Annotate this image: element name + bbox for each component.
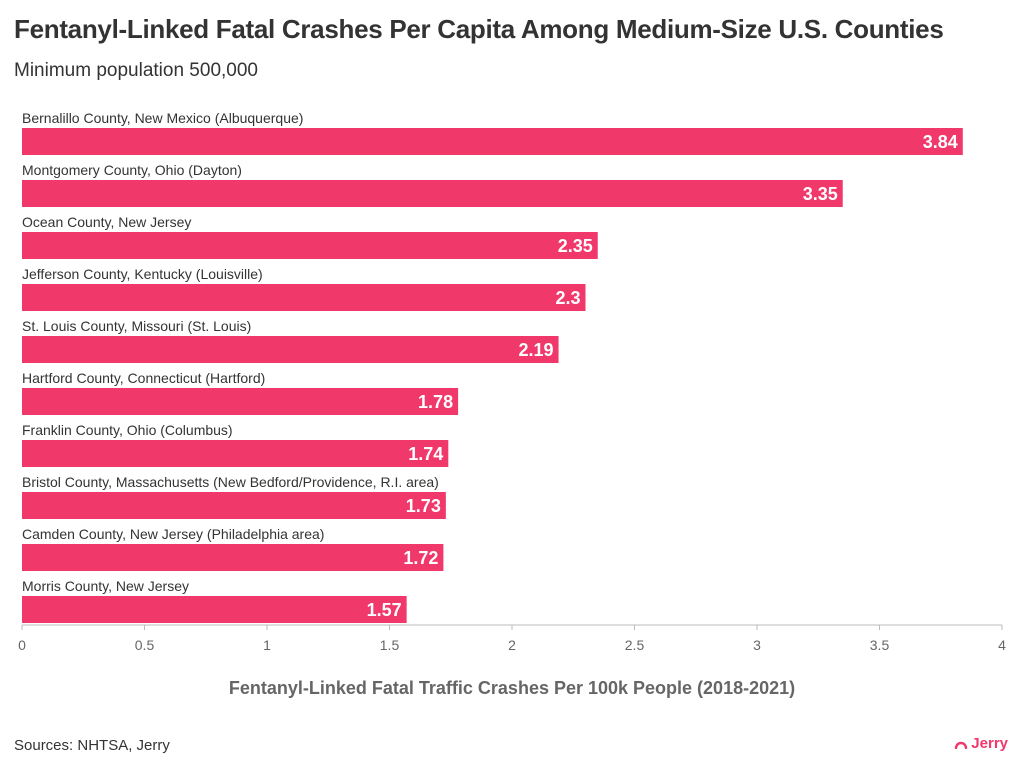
category-label: St. Louis County, Missouri (St. Louis) (22, 318, 251, 334)
chart-title: Fentanyl-Linked Fatal Crashes Per Capita… (14, 14, 944, 44)
data-label: 1.78 (418, 392, 453, 412)
x-tick-label: 1.5 (380, 637, 400, 653)
x-tick-label: 1 (263, 637, 271, 653)
x-tick-label: 3.5 (870, 637, 890, 653)
bar (22, 388, 459, 415)
bar (22, 492, 446, 519)
data-label: 2.3 (555, 288, 580, 308)
data-label: 1.73 (406, 496, 441, 516)
bar (22, 596, 407, 623)
category-label: Jefferson County, Kentucky (Louisville) (22, 266, 263, 282)
x-tick-label: 0.5 (135, 637, 155, 653)
category-label: Franklin County, Ohio (Columbus) (22, 422, 233, 438)
category-label: Morris County, New Jersey (22, 578, 189, 594)
brand-arc-icon (955, 741, 968, 749)
category-label: Bristol County, Massachusetts (New Bedfo… (22, 474, 439, 490)
data-label: 1.74 (408, 444, 443, 464)
x-tick-label: 2.5 (625, 637, 645, 653)
bar (22, 180, 843, 207)
data-label: 2.35 (558, 236, 593, 256)
category-label: Camden County, New Jersey (Philadelphia … (22, 526, 324, 542)
category-label: Hartford County, Connecticut (Hartford) (22, 370, 265, 386)
category-label: Ocean County, New Jersey (22, 214, 191, 230)
x-axis-title: Fentanyl-Linked Fatal Traffic Crashes Pe… (228, 678, 796, 698)
data-label: 3.84 (923, 132, 958, 152)
data-label: 1.72 (403, 548, 438, 568)
bar (22, 440, 449, 467)
data-label: 2.19 (519, 340, 554, 360)
bar (22, 232, 598, 259)
bar (22, 544, 444, 571)
bar (22, 284, 586, 311)
chart-subtitle: Minimum population 500,000 (14, 60, 258, 81)
bar (22, 128, 963, 155)
x-tick-label: 4 (998, 637, 1006, 653)
data-label: 3.35 (803, 184, 838, 204)
x-tick-label: 3 (753, 637, 761, 653)
category-label: Bernalillo County, New Mexico (Albuquerq… (22, 110, 303, 126)
brand-logo: Jerry (954, 735, 1008, 752)
category-label: Montgomery County, Ohio (Dayton) (22, 162, 242, 178)
source-note: Sources: NHTSA, Jerry (14, 737, 170, 754)
bar (22, 336, 559, 363)
x-tick-label: 0 (18, 637, 26, 653)
data-label: 1.57 (367, 600, 402, 620)
brand-name: Jerry (971, 735, 1008, 752)
x-tick-label: 2 (508, 637, 516, 653)
